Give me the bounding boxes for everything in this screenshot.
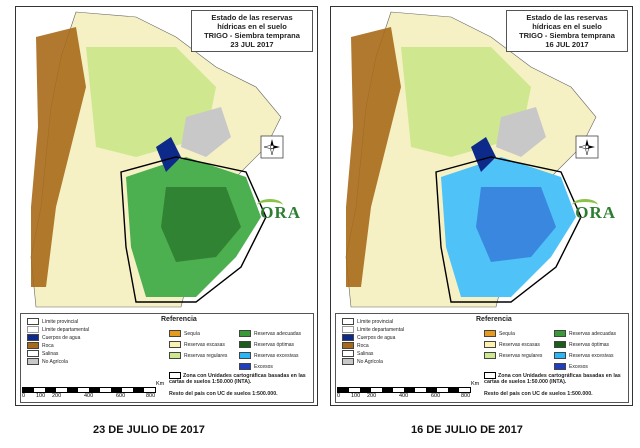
scale-unit: Km (156, 381, 165, 387)
region-water-body (471, 137, 496, 172)
region-wet-pampas (441, 157, 576, 297)
region-drought-west (346, 27, 401, 287)
legend-no-agricola: No Agrícola (342, 358, 383, 365)
zone-outline (120, 156, 267, 303)
legend-regulares: Reservas regulares (484, 352, 542, 359)
legend-water: Cuerpos de agua (342, 334, 395, 341)
legend-excesivas: Reservas excesivas (239, 352, 298, 359)
map-title-box: Estado de las reservas hídricas en el su… (506, 10, 628, 52)
logo-swoosh-icon (572, 199, 598, 212)
scale-tick: 0 (337, 393, 341, 399)
title-line2: hídricas en el suelo (217, 22, 287, 31)
north-arrow-icon (260, 135, 284, 159)
zone-swatch (169, 372, 181, 379)
title-line3: TRIGO - Siembra temprana (204, 31, 300, 40)
legend-excesos: Excesos (554, 363, 588, 370)
scale-tick: 400 (399, 393, 409, 399)
title-line1: Estado de las reservas (526, 13, 608, 22)
legend-salinas: Salinas (342, 350, 373, 357)
scale-tick: 200 (52, 393, 62, 399)
legend-optimas: Reservas óptimas (554, 341, 609, 348)
legend-rock: Roca (342, 342, 369, 349)
region-regular-center (401, 47, 531, 157)
zone-swatch (484, 372, 496, 379)
scale-bar (337, 387, 471, 393)
scale-tick: 600 (116, 393, 126, 399)
scale-bar-group: Km 0 100 200 400 600 800 (22, 381, 165, 403)
legend-sequia: Sequía (169, 330, 200, 337)
rest-note: Resto del país con UC de suelos 1:500.00… (484, 390, 593, 397)
scale-tick: 100 (351, 393, 361, 399)
region-water-body (156, 137, 181, 172)
title-line1: Estado de las reservas (211, 13, 293, 22)
region-salinas (496, 107, 546, 157)
legend-adecuadas: Reservas adecuadas (239, 330, 301, 337)
scale-tick: 800 (146, 393, 156, 399)
legend-escasas: Reservas escasas (484, 341, 540, 348)
logo-swoosh-icon (257, 199, 283, 212)
map-panel-left: Estado de las reservas hídricas en el su… (15, 6, 318, 406)
zone-outline (435, 156, 582, 303)
legend-title: Referencia (161, 316, 197, 323)
map-panel-right: Estado de las reservas hídricas en el su… (330, 6, 633, 406)
map-title-box: Estado de las reservas hídricas en el su… (191, 10, 313, 52)
scale-bar-group: Km 0 100 200 400 600 800 (337, 381, 480, 403)
legend-adecuadas: Reservas adecuadas (554, 330, 616, 337)
legend-limit-provincial: Límite provincial (27, 318, 78, 325)
map-argentina-right (345, 11, 597, 308)
scale-tick: 400 (84, 393, 94, 399)
title-line3: TRIGO - Siembra temprana (519, 31, 615, 40)
scale-tick: 0 (22, 393, 26, 399)
region-salinas (181, 107, 231, 157)
ora-logo: ORA (260, 203, 301, 222)
legend-limit-provincial: Límite provincial (342, 318, 393, 325)
legend-escasas: Reservas escasas (169, 341, 225, 348)
legend-water: Cuerpos de agua (27, 334, 80, 341)
scale-tick: 800 (461, 393, 471, 399)
scale-unit: Km (471, 381, 480, 387)
ora-logo: ORA (575, 203, 616, 222)
title-line2: hídricas en el suelo (532, 22, 602, 31)
scale-tick: 200 (367, 393, 377, 399)
legend-regulares: Reservas regulares (169, 352, 227, 359)
legend-optimas: Reservas óptimas (239, 341, 294, 348)
legend-limit-departmental: Límite departamental (342, 326, 404, 333)
legend-excesos: Excesos (239, 363, 273, 370)
region-regular-center (86, 47, 216, 157)
scale-bar (22, 387, 156, 393)
zone-note: Zona con Unidades cartográficas basadas … (169, 372, 309, 397)
legend-salinas: Salinas (27, 350, 58, 357)
legend-title: Referencia (476, 316, 512, 323)
region-optimal (161, 187, 241, 262)
legend-excesivas: Reservas excesivas (554, 352, 613, 359)
region-optimal (476, 187, 556, 262)
rest-note: Resto del país con UC de suelos 1:500.00… (169, 390, 278, 397)
title-line4: 16 JUL 2017 (545, 40, 589, 49)
title-line4: 23 JUL 2017 (230, 40, 274, 49)
legend-limit-departmental: Límite departamental (27, 326, 89, 333)
legend-sequia: Sequía (484, 330, 515, 337)
caption-right: 16 DE JULIO DE 2017 (411, 424, 523, 436)
zone-note: Zona con Unidades cartográficas basadas … (484, 372, 624, 397)
north-arrow-icon (575, 135, 599, 159)
scale-tick: 600 (431, 393, 441, 399)
caption-left: 23 DE JULIO DE 2017 (93, 424, 205, 436)
region-drought-west (31, 27, 86, 287)
scale-tick: 100 (36, 393, 46, 399)
legend-no-agricola: No Agrícola (27, 358, 68, 365)
map-argentina-left (30, 11, 282, 308)
legend-rock: Roca (27, 342, 54, 349)
